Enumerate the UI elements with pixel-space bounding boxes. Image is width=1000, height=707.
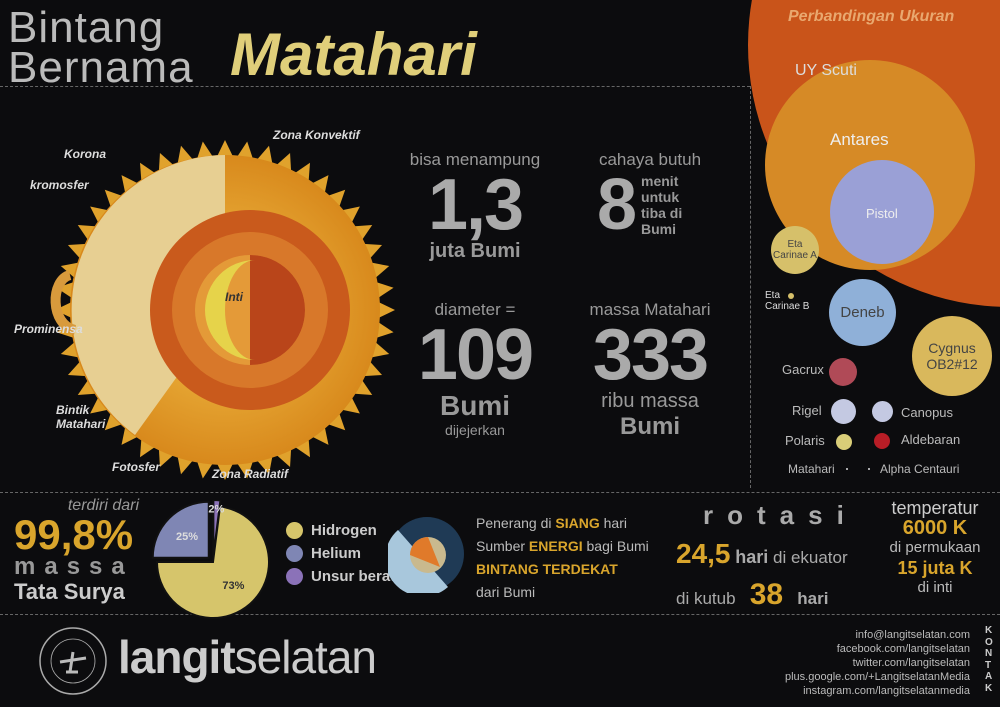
legend-item: Unsur berat [286,568,395,585]
rotation-title: rotasi [703,500,858,530]
stat-diameter: diameter = 109 Bumi dijejerkan [417,300,534,438]
star-matahari [846,468,848,470]
label-gacrux: Gacrux [782,362,824,377]
rotation-pole: di kutub 38 hari [676,578,829,611]
contact-facebook[interactable]: facebook.com/langitselatan [836,643,970,655]
legend-swatch [286,568,303,585]
composition-pie-chart: 73% 25% 2% [151,500,270,619]
label-korona: Korona [64,147,106,161]
divider [0,614,1000,615]
star-eta-carinae-b [788,293,794,299]
contact-googleplus[interactable]: plus.google.com/+LangitselatanMedia [785,671,970,683]
label-pistol: Pistol [866,206,898,221]
star-canopus [872,401,893,422]
pie-slice-hidrogen [155,505,270,619]
sun-roles: Penerang di SIANG hari Sumber ENERGI bag… [476,515,649,600]
langitselatan-seal-logo [39,627,107,695]
label-kromosfer: kromosfer [30,178,89,192]
star-aldebaran [874,433,890,449]
legend-swatch [286,522,303,539]
label-uy-scuti: UY Scuti [795,62,857,79]
pie-slice-unsur-berat [212,500,222,557]
pistol-circle [830,160,934,264]
label-canopus: Canopus [901,405,954,420]
label-eta-carinae-b: Eta Carinae B [765,290,810,312]
page-title: Matahari [230,21,477,88]
label-antares: Antares [830,130,889,149]
composition-block: terdiri dari 99,8% massa Tata Surya [14,497,139,604]
contact-label: KONTAK [985,625,993,694]
legend-item: Hidrogen [286,522,395,539]
day-night-sun-icon [388,517,464,593]
label-zona-radiatif: Zona Radiatif [212,467,289,481]
label-fotosfer: Fotosfer [112,460,160,474]
label-alpha-centauri: Alpha Centauri [880,462,960,476]
star-deneb: Deneb [829,279,896,346]
label-rigel: Rigel [792,403,822,418]
legend-label: Hidrogen [311,522,377,539]
label-polaris: Polaris [785,433,825,448]
stat-light: cahaya butuh 8 menit untuk tiba di Bumi [596,150,702,245]
stat-mass: massa Matahari 333 ribu massa Bumi [589,300,711,440]
label-inti: Inti [225,290,243,304]
star-rigel [831,399,856,424]
label-aldebaran: Aldebaran [901,432,961,447]
contact-email[interactable]: info@langitselatan.com [855,629,970,641]
divider [0,86,750,87]
legend-item: Helium [286,545,395,562]
pie-label: 2% [208,504,224,516]
pie-label: 73% [222,580,244,592]
title-prefix: Bintang Bernama [8,3,194,92]
stat-capacity: bisa menampung 1,3 juta Bumi [409,150,541,262]
contact-list: info@langitselatan.com facebook.com/lang… [785,628,970,698]
label-matahari: Matahari [788,462,835,476]
pie-label: 25% [176,531,198,543]
contact-instagram[interactable]: instagram.com/langitselatanmedia [803,685,970,697]
star-eta-carinae-a: Eta Carinae A [771,226,819,274]
label-bintik-matahari: Bintik Matahari [56,403,106,431]
star-cygnus-ob2-12: Cygnus OB2#12 [912,316,992,396]
temperature-block: temperatur 6000 K di permukaan 15 juta K… [889,498,981,596]
sun-cutaway-illustration [50,140,395,480]
divider [750,86,751,488]
legend-swatch [286,545,303,562]
pie-legend: Hidrogen Helium Unsur berat [286,522,395,591]
contact-twitter[interactable]: twitter.com/langitselatan [852,657,970,669]
brand-wordmark: langitselatan [118,631,377,683]
divider [0,492,1000,493]
star-gacrux [829,358,857,386]
legend-label: Helium [311,545,362,562]
label-prominensa: Prominensa [14,322,83,336]
comparison-title: Perbandingan Ukuran [788,8,955,25]
label-zona-konvektif: Zona Konvektif [273,128,360,142]
rotation-equator: 24,5 hari di ekuator [676,538,848,569]
star-polaris [836,434,852,450]
star-alpha-centauri [868,468,870,470]
pie-slice-helium [151,500,210,559]
legend-label: Unsur berat [311,568,396,585]
